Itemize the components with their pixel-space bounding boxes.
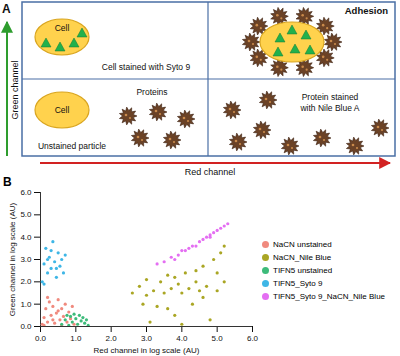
- svg-text:0.0: 0.0: [20, 322, 32, 331]
- svg-text:A: A: [2, 2, 11, 16]
- svg-text:Green channel in log scale (AU: Green channel in log scale (AU): [8, 202, 17, 316]
- svg-text:6.0: 6.0: [20, 188, 32, 197]
- svg-text:0.0: 0.0: [35, 334, 47, 343]
- svg-text:2.0: 2.0: [20, 277, 32, 286]
- svg-text:Proteins: Proteins: [136, 87, 167, 97]
- svg-text:Red channel in log scale (AU): Red channel in log scale (AU): [94, 346, 200, 355]
- svg-text:Cell: Cell: [55, 105, 70, 115]
- svg-text:5.0: 5.0: [20, 210, 32, 219]
- svg-text:5.0: 5.0: [212, 334, 224, 343]
- svg-text:Cell: Cell: [55, 23, 70, 33]
- html-text:TIFN5 unstained: TIFN5 unstained: [273, 266, 333, 275]
- svg-text:3.0: 3.0: [20, 255, 32, 264]
- svg-text:6.0: 6.0: [247, 334, 259, 343]
- svg-text:Protein stained: Protein stained: [302, 92, 359, 102]
- svg-text:Adhesion: Adhesion: [345, 5, 388, 16]
- html-text:NaCN_Nile Blue: NaCN_Nile Blue: [273, 253, 332, 262]
- svg-text:4.0: 4.0: [20, 233, 32, 242]
- svg-text:2.0: 2.0: [106, 334, 118, 343]
- html-text:NaCN unstained: NaCN unstained: [273, 240, 332, 249]
- svg-text:Red channel: Red channel: [185, 167, 236, 177]
- svg-text:1.0: 1.0: [70, 334, 82, 343]
- svg-text:Cell stained with Syto 9: Cell stained with Syto 9: [102, 62, 191, 72]
- html-text:TIFN5_Syto 9_NaCN_Nile Blue: TIFN5_Syto 9_NaCN_Nile Blue: [273, 292, 385, 301]
- svg-text:3.0: 3.0: [141, 334, 153, 343]
- svg-text:Green channel: Green channel: [10, 60, 20, 119]
- svg-text:4.0: 4.0: [176, 334, 188, 343]
- svg-text:1.0: 1.0: [20, 300, 32, 309]
- html-text:TIFN5_Syto 9: TIFN5_Syto 9: [273, 279, 323, 288]
- svg-text:Unstained particle: Unstained particle: [38, 141, 106, 151]
- svg-text:with Nile Blue A: with Nile Blue A: [299, 103, 359, 113]
- html-text:B: B: [3, 175, 12, 189]
